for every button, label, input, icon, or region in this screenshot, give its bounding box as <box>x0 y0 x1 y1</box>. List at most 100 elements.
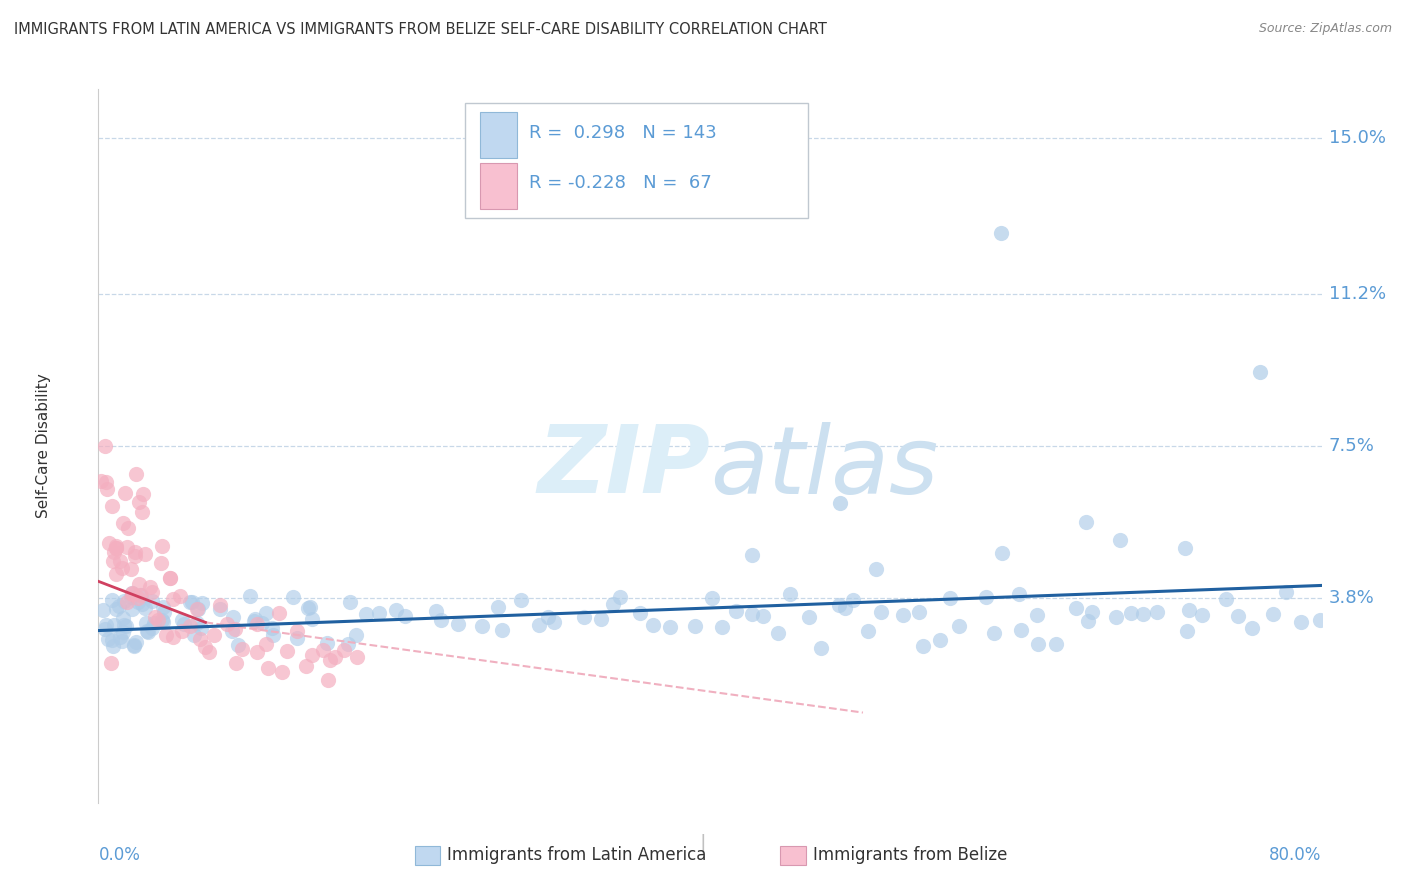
Point <box>527 618 550 632</box>
Point <box>285 624 308 639</box>
Point <box>270 665 292 679</box>
Point <box>103 545 125 559</box>
Text: 11.2%: 11.2% <box>1329 285 1386 303</box>
Point <box>111 625 134 640</box>
Point <box>429 613 451 627</box>
Point <box>344 628 367 642</box>
Point <box>828 496 851 510</box>
Point <box>112 516 135 530</box>
Point <box>142 615 165 630</box>
Point <box>295 659 318 673</box>
Point <box>191 596 214 610</box>
Point <box>1191 607 1213 622</box>
Point <box>1178 603 1201 617</box>
Point <box>394 609 416 624</box>
Point <box>153 605 176 619</box>
Point <box>1275 585 1298 599</box>
Point <box>659 620 682 634</box>
Point <box>486 599 509 614</box>
Point <box>339 595 361 609</box>
Point <box>1064 601 1087 615</box>
Point <box>976 590 998 604</box>
Point <box>104 567 127 582</box>
Point <box>105 602 128 616</box>
Point <box>141 621 163 635</box>
Text: 0.0%: 0.0% <box>98 846 141 863</box>
Point <box>170 613 193 627</box>
Point <box>150 557 173 571</box>
Point <box>710 620 733 634</box>
Point <box>90 474 112 488</box>
Point <box>1074 515 1097 529</box>
Point <box>121 587 143 601</box>
Point <box>129 588 152 602</box>
Point <box>94 617 117 632</box>
Point <box>152 599 174 614</box>
Point <box>316 636 339 650</box>
Point <box>983 625 1005 640</box>
Point <box>186 615 208 630</box>
Point <box>105 541 128 555</box>
Point <box>111 633 134 648</box>
Point <box>222 610 245 624</box>
Point <box>186 602 208 616</box>
Point <box>262 628 284 642</box>
Point <box>110 630 132 644</box>
Point <box>752 608 775 623</box>
Point <box>159 571 181 585</box>
Point <box>101 633 124 648</box>
Point <box>103 554 125 568</box>
Point <box>111 561 134 575</box>
Point <box>172 624 194 638</box>
Point <box>246 617 269 632</box>
Text: atlas: atlas <box>710 422 938 513</box>
Point <box>134 547 156 561</box>
Point <box>120 590 142 604</box>
Point <box>231 641 253 656</box>
Point <box>208 601 231 615</box>
Point <box>136 624 159 639</box>
Point <box>939 591 962 606</box>
Point <box>215 616 238 631</box>
Point <box>159 571 181 585</box>
Point <box>491 623 513 637</box>
Point <box>250 616 273 631</box>
Point <box>124 467 146 482</box>
Point <box>198 645 221 659</box>
Point <box>991 546 1014 560</box>
Point <box>115 541 138 555</box>
Point <box>114 617 136 632</box>
Text: 3.8%: 3.8% <box>1329 589 1375 607</box>
Point <box>226 638 249 652</box>
Point <box>128 495 150 509</box>
Point <box>1108 533 1130 548</box>
Point <box>141 585 163 599</box>
Text: |: | <box>700 833 706 853</box>
Point <box>132 487 155 501</box>
Point <box>510 593 533 607</box>
Point <box>115 595 138 609</box>
Point <box>312 643 335 657</box>
Point <box>97 632 120 647</box>
Point <box>893 607 915 622</box>
Point <box>1249 365 1271 379</box>
Point <box>641 618 664 632</box>
Point <box>797 610 820 624</box>
Point <box>276 644 298 658</box>
Point <box>856 624 879 638</box>
Point <box>114 485 136 500</box>
Text: Source: ZipAtlas.com: Source: ZipAtlas.com <box>1258 22 1392 36</box>
Point <box>725 604 748 618</box>
Point <box>127 595 149 609</box>
Point <box>254 637 277 651</box>
FancyBboxPatch shape <box>465 103 808 218</box>
Point <box>103 618 125 632</box>
Point <box>447 617 470 632</box>
Point <box>181 595 204 609</box>
Point <box>1010 623 1032 637</box>
Point <box>121 585 143 599</box>
Point <box>948 619 970 633</box>
Point <box>301 612 323 626</box>
Point <box>368 606 391 620</box>
Point <box>333 643 356 657</box>
